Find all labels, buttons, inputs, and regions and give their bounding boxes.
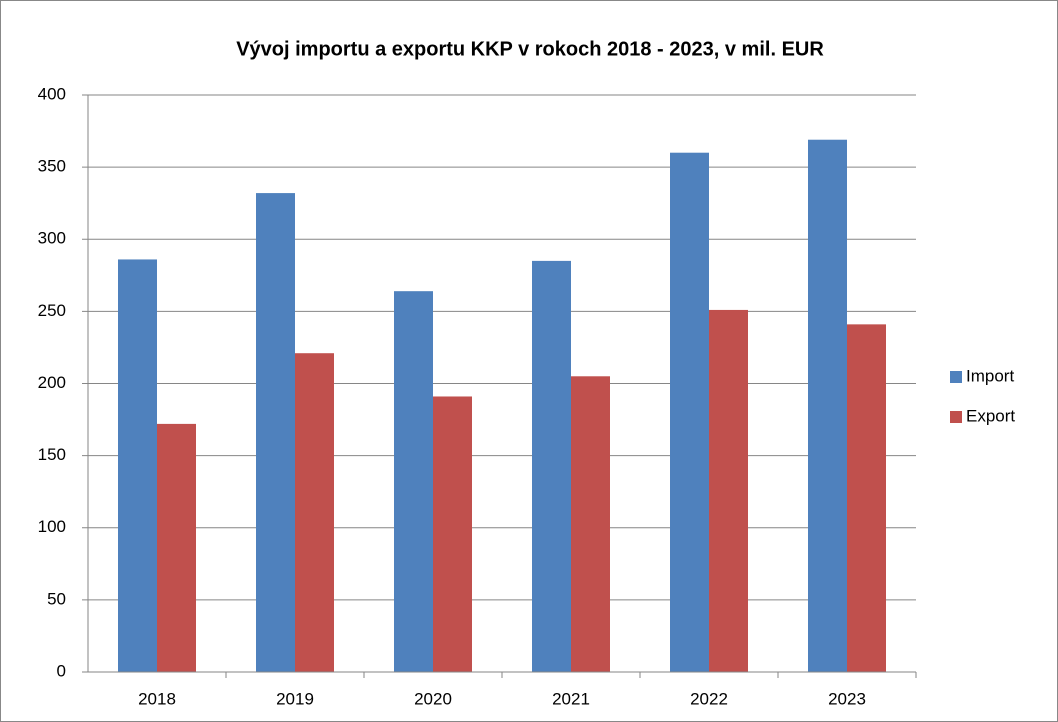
y-tick-label: 50: [47, 589, 66, 608]
x-tick-label: 2022: [690, 689, 728, 708]
bar: [256, 193, 295, 672]
legend-label: Export: [966, 406, 1015, 425]
bar: [709, 309, 748, 672]
x-tick-label: 2021: [552, 689, 590, 708]
x-tick-label: 2020: [414, 689, 452, 708]
y-tick-label: 400: [38, 84, 66, 103]
bar: [394, 291, 433, 672]
bar: [808, 139, 847, 672]
bar: [571, 376, 610, 672]
bar: [847, 324, 886, 672]
y-tick-label: 300: [38, 229, 66, 248]
chart-title: Vývoj importu a exportu KKP v rokoch 201…: [236, 38, 824, 60]
y-tick-label: 0: [57, 661, 66, 680]
y-tick-label: 250: [38, 301, 66, 320]
x-tick-label: 2023: [828, 689, 866, 708]
bar: [532, 260, 571, 672]
bar: [118, 259, 157, 672]
x-tick-label: 2019: [276, 689, 314, 708]
y-tick-label: 150: [38, 445, 66, 464]
y-tick-label: 100: [38, 517, 66, 536]
legend-swatch: [950, 371, 962, 383]
x-tick-label: 2018: [138, 689, 176, 708]
y-tick-label: 350: [38, 157, 66, 176]
bar: [157, 423, 196, 672]
y-tick-label: 200: [38, 373, 66, 392]
legend-swatch: [950, 411, 962, 423]
bar: [295, 353, 334, 672]
bar: [433, 396, 472, 672]
bar: [670, 152, 709, 672]
legend-label: Import: [966, 366, 1014, 385]
